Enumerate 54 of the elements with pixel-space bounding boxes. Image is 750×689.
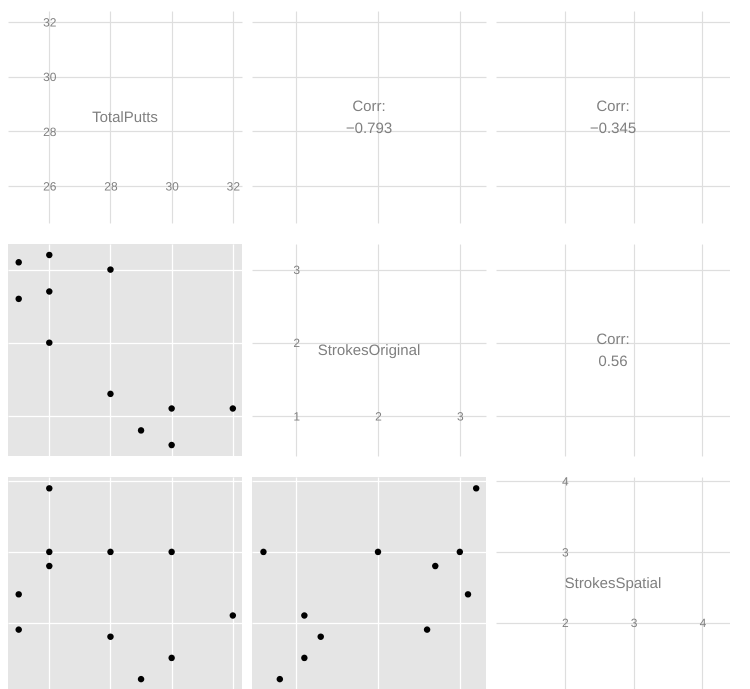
point [138,676,144,682]
point [301,612,308,619]
point [15,626,22,633]
point [46,562,53,570]
annotation: −0.345 [590,120,636,137]
point [107,266,114,273]
point [46,339,53,346]
point [15,259,22,266]
annotation: 0.56 [598,353,628,370]
point [230,612,236,619]
x-tick-label: 30 [165,180,180,194]
point [107,633,114,640]
x-tick-label: 32 [226,180,240,194]
point [424,626,430,633]
y-tick-label: 32 [43,15,57,30]
point [276,676,284,682]
point [46,252,53,258]
point [317,633,324,640]
y-tick-label: 30 [43,70,57,84]
point [301,654,308,662]
annotation: −0.793 [346,120,392,137]
x-tick-label: 26 [43,180,57,194]
point [46,485,53,492]
point [107,548,114,556]
annotation: Corr: [352,98,386,115]
x-tick-label: 4 [700,616,707,630]
y-tick-label: 28 [43,124,57,139]
point [230,405,236,412]
x-tick-label: 2 [375,409,382,424]
point [432,562,439,570]
point [472,485,480,492]
point [168,654,175,662]
point [46,288,53,295]
point [15,591,22,598]
x-tick-label: 3 [630,616,638,630]
point [260,548,267,556]
point [456,548,464,556]
point [168,548,175,556]
point [46,548,53,556]
point [168,442,175,448]
x-tick-label: 1 [293,409,300,424]
annotation: StrokesSpatial [564,575,662,592]
point [374,548,382,556]
x-tick-label: 28 [104,180,118,194]
annotation: Corr: [596,331,630,348]
annotation: StrokesOriginal [318,342,420,359]
annotation: TotalPutts [92,109,158,126]
point [168,405,175,412]
point [15,296,22,302]
point [138,427,144,434]
annotation: Corr: [596,98,630,115]
point [464,591,472,598]
point [107,390,114,398]
x-tick-label: 3 [456,409,464,424]
